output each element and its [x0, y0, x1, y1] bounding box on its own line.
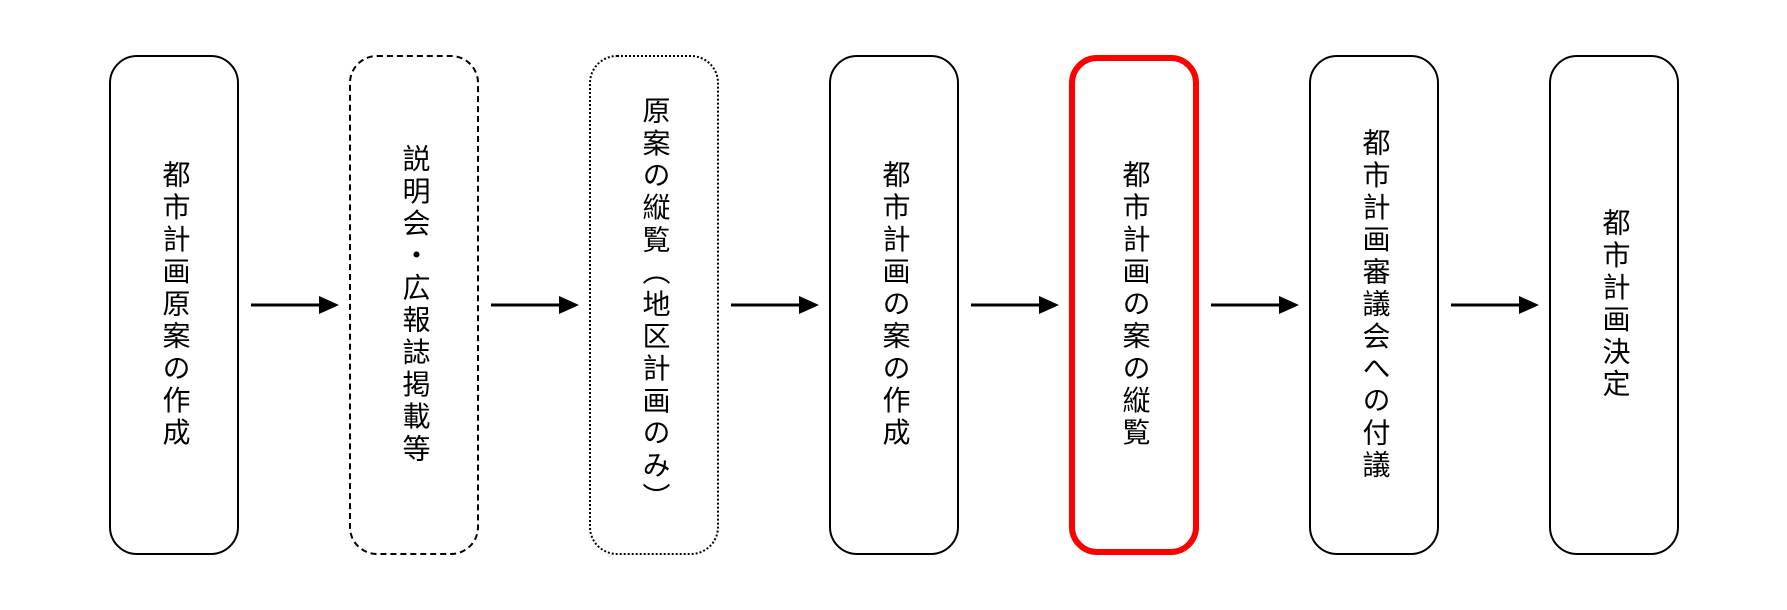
flow-node-7: 都市計画決定	[1549, 55, 1679, 555]
flow-node-3-label: 原案の縦覧（地区計画のみ）	[633, 96, 675, 515]
flow-node-5-label: 都市計画の案の縦覧	[1113, 160, 1155, 450]
flowchart-container: 都市計画原案の作成 説明会・広報誌掲載等 原案の縦覧（地区計画のみ） 都市計画の…	[109, 55, 1679, 555]
arrow-icon	[1439, 285, 1549, 325]
flow-node-4-label: 都市計画の案の作成	[873, 160, 915, 450]
flow-node-2-label: 説明会・広報誌掲載等	[393, 144, 435, 466]
flow-node-4: 都市計画の案の作成	[829, 55, 959, 555]
flow-node-1-label: 都市計画原案の作成	[153, 160, 195, 450]
arrow-icon	[959, 285, 1069, 325]
flow-node-7-label: 都市計画決定	[1593, 208, 1635, 401]
arrow-icon	[719, 285, 829, 325]
arrow-icon	[1199, 285, 1309, 325]
flow-node-1: 都市計画原案の作成	[109, 55, 239, 555]
flow-node-2: 説明会・広報誌掲載等	[349, 55, 479, 555]
arrow-icon	[239, 285, 349, 325]
flow-node-3: 原案の縦覧（地区計画のみ）	[589, 55, 719, 555]
arrow-icon	[479, 285, 589, 325]
flow-node-6: 都市計画審議会への付議	[1309, 55, 1439, 555]
flow-node-6-label: 都市計画審議会への付議	[1353, 128, 1395, 482]
flow-node-5: 都市計画の案の縦覧	[1069, 55, 1199, 555]
